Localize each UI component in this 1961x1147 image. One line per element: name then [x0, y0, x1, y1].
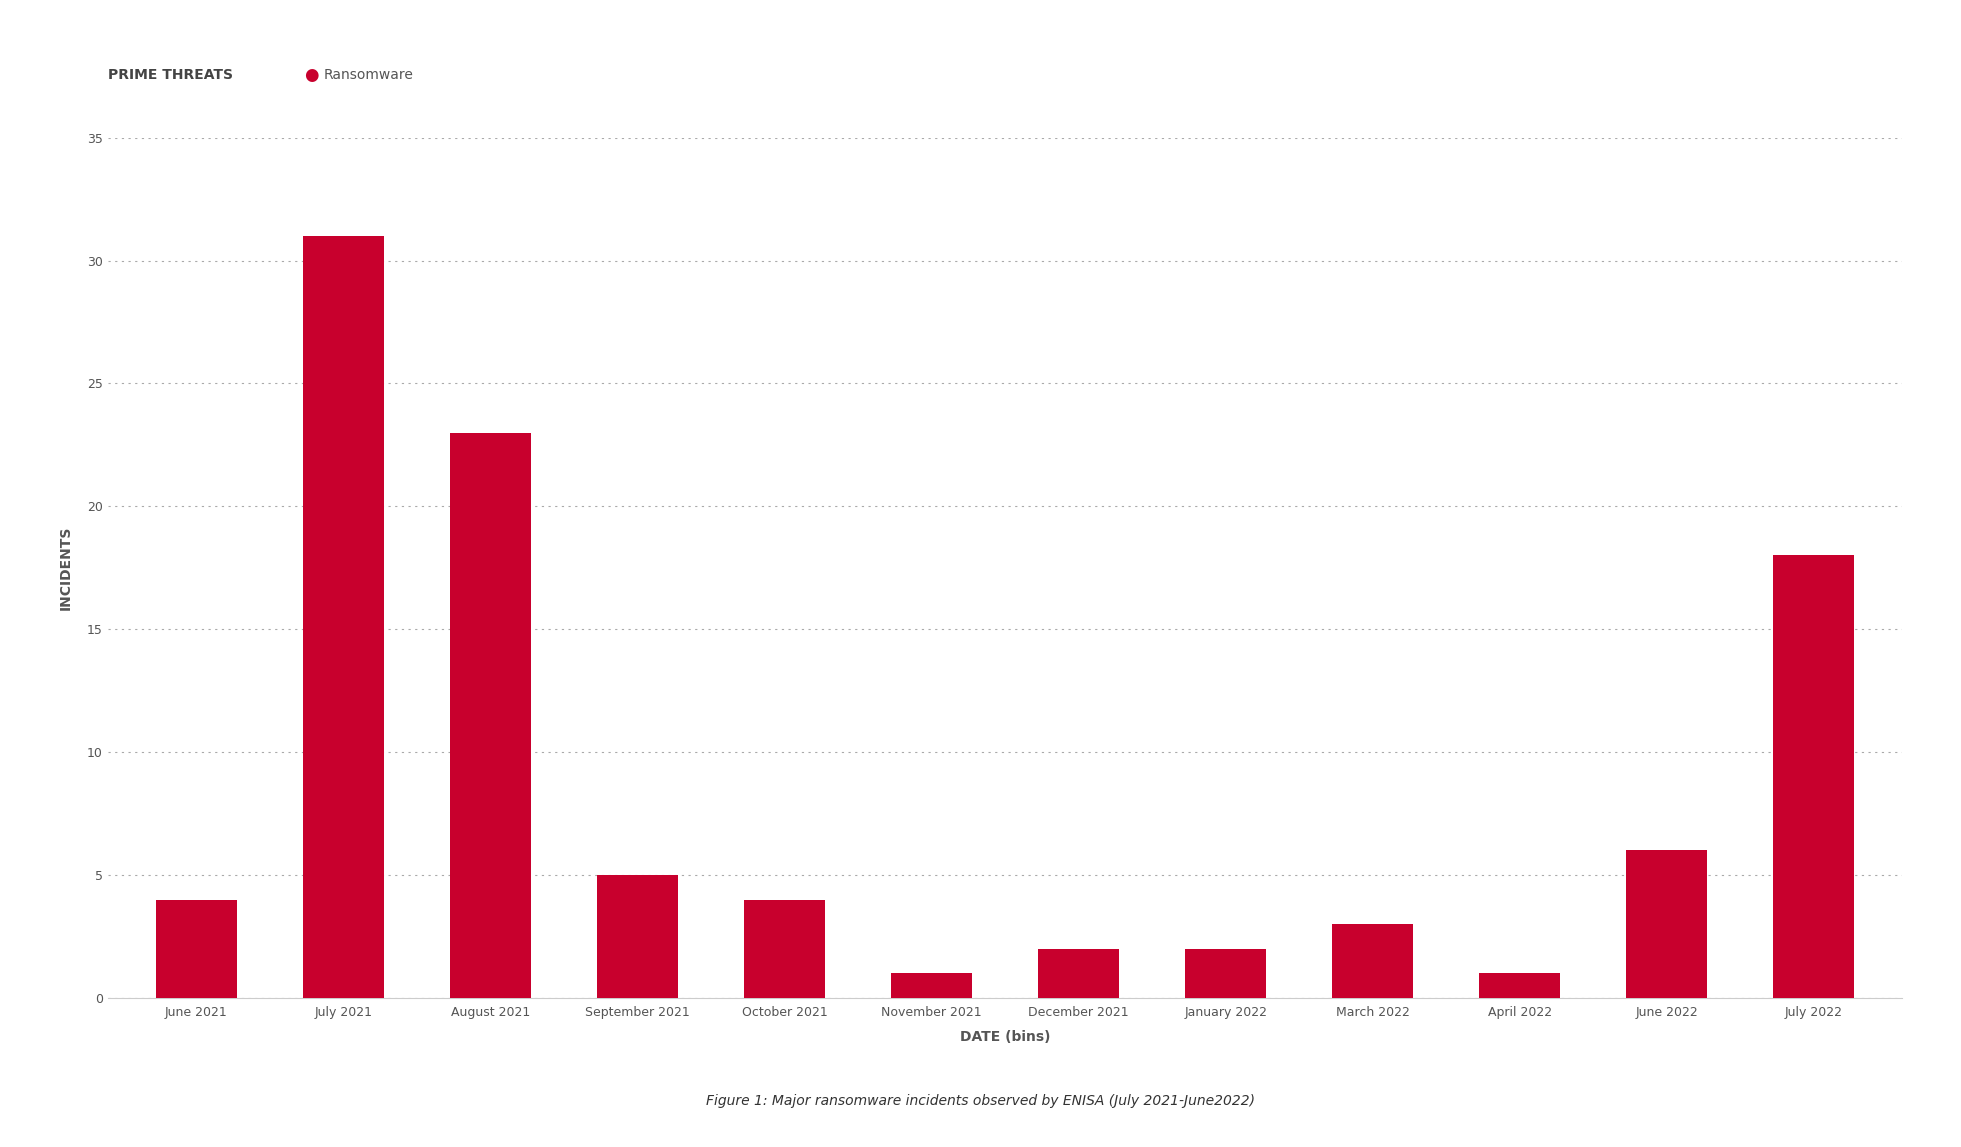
Bar: [596, 875, 679, 998]
Bar: [1037, 949, 1120, 998]
Bar: [1332, 924, 1414, 998]
Bar: [890, 974, 973, 998]
X-axis label: DATE (bins): DATE (bins): [959, 1030, 1051, 1044]
Y-axis label: INCIDENTS: INCIDENTS: [59, 525, 73, 610]
Bar: [1626, 850, 1708, 998]
Bar: [449, 432, 531, 998]
Bar: [155, 899, 237, 998]
Text: PRIME THREATS: PRIME THREATS: [108, 68, 233, 81]
Bar: [1184, 949, 1267, 998]
Bar: [302, 236, 384, 998]
Text: Ransomware: Ransomware: [324, 68, 414, 81]
Bar: [743, 899, 826, 998]
Text: ●: ●: [304, 65, 318, 84]
Bar: [1773, 555, 1855, 998]
Bar: [1479, 974, 1561, 998]
Text: Figure 1: Major ransomware incidents observed by ENISA (July 2021-June2022): Figure 1: Major ransomware incidents obs…: [706, 1094, 1255, 1108]
